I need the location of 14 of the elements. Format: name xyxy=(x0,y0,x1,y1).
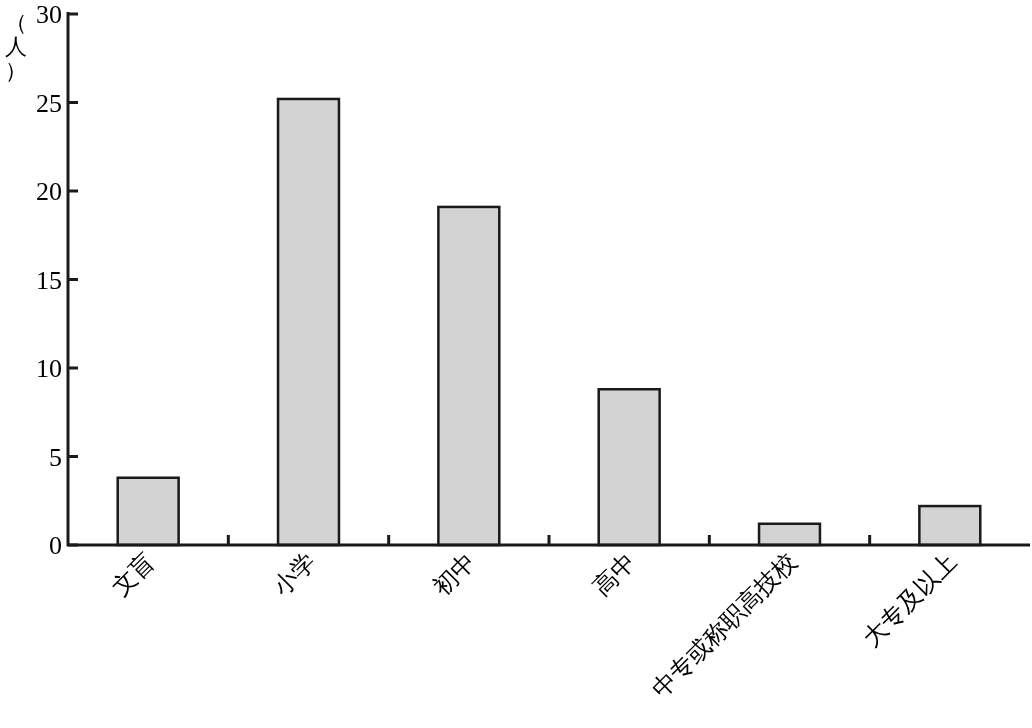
x-tick-label: 文盲 xyxy=(107,548,160,601)
y-tick-label: 30 xyxy=(36,0,62,29)
x-tick-label: 初中 xyxy=(428,548,481,601)
ylabel: （人） xyxy=(5,10,27,83)
y-tick-label: 25 xyxy=(36,88,62,118)
y-tick-label: 15 xyxy=(36,265,62,295)
y-tick-label: 10 xyxy=(36,354,62,383)
y-tick-label: 5 xyxy=(49,442,62,472)
x-tick-label: 小学 xyxy=(267,548,321,601)
x-tick-label: 中专或称职高技校 xyxy=(646,548,802,703)
x-tick-label: 高中 xyxy=(588,548,641,601)
x-tick-label: 大专及以上 xyxy=(858,548,962,652)
y-tick-label: 20 xyxy=(36,177,62,206)
y-tick-label: 0 xyxy=(49,531,62,560)
